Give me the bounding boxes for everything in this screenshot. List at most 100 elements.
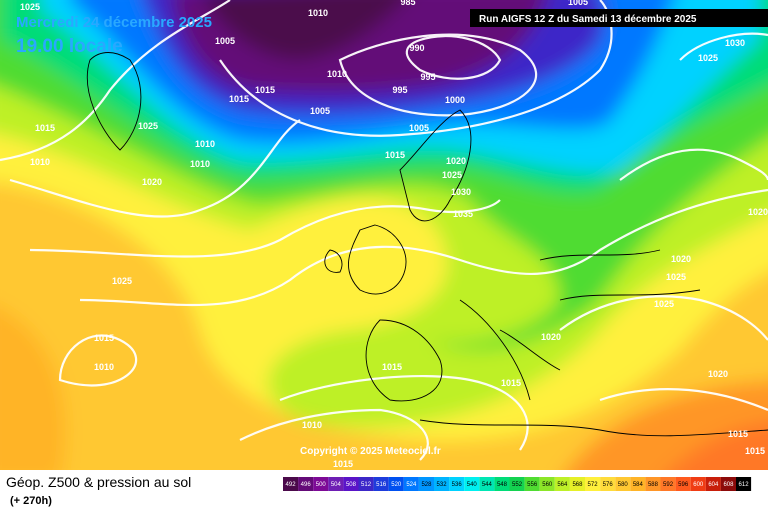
scale-label: 528 xyxy=(421,482,432,488)
isobar-label: 1015 xyxy=(385,150,405,160)
scale-swatch xyxy=(600,477,616,491)
isobar-label: 1015 xyxy=(94,333,114,343)
isobar-label: 1010 xyxy=(302,420,322,430)
isobar-label: 995 xyxy=(392,85,407,95)
scale-swatch xyxy=(539,477,555,491)
isobar-label: 1035 xyxy=(453,209,473,219)
scale-label: 576 xyxy=(603,482,614,488)
scale-label: 556 xyxy=(527,482,538,488)
isobar-label: 1015 xyxy=(229,94,249,104)
scale-swatch xyxy=(298,477,314,491)
isobar-label: 1020 xyxy=(708,369,728,379)
isobar-labels: 1025 1010 985 1005 1030 1025 1005 990 1010 995 995… xyxy=(20,0,768,469)
scale-swatch xyxy=(494,477,510,491)
scale-label: 512 xyxy=(361,482,372,488)
scale-swatch xyxy=(434,477,450,491)
coastlines xyxy=(86,52,768,437)
scale-label: 580 xyxy=(618,482,629,488)
isobar-label: 1025 xyxy=(442,170,462,180)
scale-swatch xyxy=(479,477,495,491)
scale-label: 532 xyxy=(437,482,448,488)
isobar-label: 1025 xyxy=(112,276,132,286)
isobar-label: 1005 xyxy=(215,36,235,46)
isobar-label: 1010 xyxy=(308,8,328,18)
scale-label: 520 xyxy=(391,482,402,488)
copyright: Copyright © 2025 Meteociel.fr xyxy=(300,446,441,457)
date-title: Mercredi 24 décembre 2025 xyxy=(16,14,212,31)
isobar-label: 995 xyxy=(420,72,435,82)
isobar-label: 1025 xyxy=(666,272,686,282)
scale-label: 608 xyxy=(723,482,734,488)
scale-label: 572 xyxy=(588,482,599,488)
isobar-label: 1010 xyxy=(94,362,114,372)
scale-label: 564 xyxy=(557,482,568,488)
isobar-label: 1020 xyxy=(748,207,768,217)
scale-label: 600 xyxy=(693,482,704,488)
scale-label: 612 xyxy=(739,482,750,488)
scale-swatch xyxy=(403,477,419,491)
scale-swatch xyxy=(660,477,676,491)
scale-label: 536 xyxy=(452,482,463,488)
scale-swatch xyxy=(630,477,646,491)
isobar-label: 1030 xyxy=(451,187,471,197)
scale-label: 504 xyxy=(331,482,342,488)
isobar-label: 1005 xyxy=(568,0,588,7)
scale-swatch xyxy=(524,477,540,491)
isobar-label: 1030 xyxy=(725,38,745,48)
scale-label: 568 xyxy=(572,482,583,488)
field xyxy=(0,0,768,470)
scale-label: 516 xyxy=(376,482,387,488)
scale-label: 604 xyxy=(708,482,719,488)
scale-swatch xyxy=(720,477,736,491)
isobar-label: 1020 xyxy=(142,177,162,187)
scale-swatch xyxy=(388,477,404,491)
scale-swatch xyxy=(418,477,434,491)
isobar-label: 1015 xyxy=(728,429,748,439)
scale-swatch xyxy=(615,477,631,491)
isobar-label: 1005 xyxy=(310,106,330,116)
scale-label: 588 xyxy=(648,482,659,488)
isobar-label: 985 xyxy=(400,0,415,7)
isobar-label: 1020 xyxy=(541,332,561,342)
run-banner xyxy=(470,9,768,27)
isobar-label: 1015 xyxy=(382,362,402,372)
scale-label: 500 xyxy=(316,482,327,488)
isobar-label: 1020 xyxy=(446,156,466,166)
isobar-label: 1015 xyxy=(255,85,275,95)
scale-label: 560 xyxy=(542,482,553,488)
scale-swatch xyxy=(585,477,601,491)
isobar-label: 1015 xyxy=(501,378,521,388)
scale-label: 596 xyxy=(678,482,689,488)
isobar-label: 1010 xyxy=(195,139,215,149)
scale-label: 544 xyxy=(482,482,493,488)
scale-swatch xyxy=(690,477,706,491)
isobar-label: 990 xyxy=(409,43,424,53)
run-info: Run AIGFS 12 Z du Samedi 13 décembre 202… xyxy=(479,14,697,25)
isobar-label: 1025 xyxy=(20,2,40,12)
isobar-label: 1010 xyxy=(30,157,50,167)
isobar-label: 1025 xyxy=(698,53,718,63)
isobar-label: 1015 xyxy=(35,123,55,133)
isobar-label: 1025 xyxy=(654,299,674,309)
scale-swatch xyxy=(313,477,329,491)
scale-swatch xyxy=(645,477,661,491)
isobar-label: 1000 xyxy=(445,95,465,105)
isobar-label: 1015 xyxy=(333,459,353,469)
scale-swatch xyxy=(675,477,691,491)
color-scale: 492 496 500 504 508 512 516 520 524 528 532 536 540 5… xyxy=(283,477,752,491)
scale-swatch xyxy=(509,477,525,491)
scale-label: 548 xyxy=(497,482,508,488)
scale-label: 508 xyxy=(346,482,357,488)
scale-label: 524 xyxy=(406,482,417,488)
scale-swatch xyxy=(373,477,389,491)
scale-swatch xyxy=(464,477,480,491)
scale-swatch xyxy=(283,477,299,491)
isobar-label: 1015 xyxy=(745,446,765,456)
scale-swatch xyxy=(569,477,585,491)
scale-label: 496 xyxy=(301,482,312,488)
scale-swatch xyxy=(358,477,374,491)
lead-time: (+ 270h) xyxy=(10,495,52,507)
isobars xyxy=(0,0,768,460)
